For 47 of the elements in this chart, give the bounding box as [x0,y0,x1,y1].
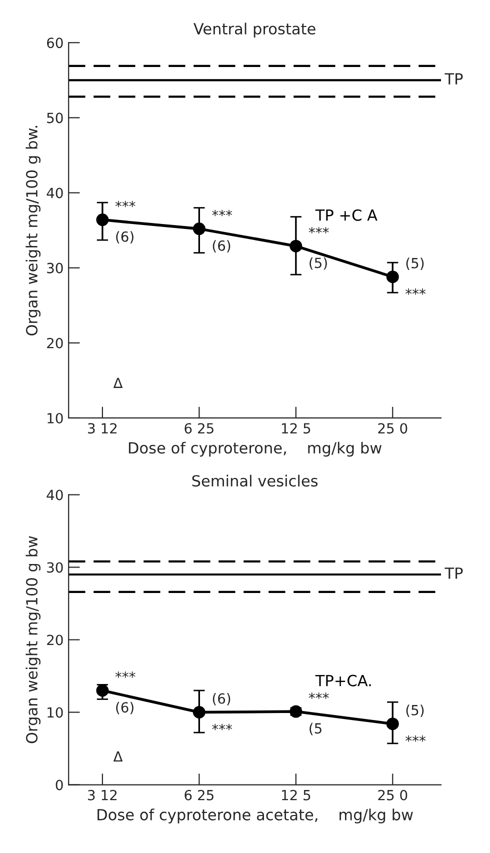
annotation: *** [308,692,329,699]
annotation: *** [406,288,426,295]
x-tick-label: 3 12 [88,423,117,434]
annotation: *** [212,724,232,730]
chart-title: Ventral prostate [194,22,316,38]
x-tick-label: 25 0 [378,790,408,800]
ref-line-label: TP [444,73,463,84]
x-tick-label: 6 25 [184,423,214,434]
x-tick-label: 12 5 [282,790,310,800]
annotation: (6) [212,693,230,706]
annotation: (5 [310,722,322,736]
x-axis-title: Dose of cyproterone, mg/kg bw [128,442,382,457]
y-tick-label: 40 [46,188,63,198]
chart-title: Seminal vesicles [192,474,318,487]
annotation: (6) [116,231,134,244]
series-label: TP +C A [315,209,378,221]
annotation: (5) [406,704,424,718]
y-tick-label: 20 [47,338,63,348]
x-tick-label: 12 5 [282,423,310,434]
y-tick-label: 10 [48,707,63,718]
y-tick-label: 20 [47,634,63,646]
annotation: *** [115,672,136,678]
y-axis-title: Organ weight mg/100 g bw [26,536,41,744]
annotation: (6) [212,240,230,253]
x-tick-label: 3 12 [88,790,117,800]
y-axis-title: Organ weight mg/100 g bw. [26,126,41,336]
x-tick-label: 25 0 [378,423,408,434]
series-label: TP+CA. [315,674,371,686]
x-axis-title: Dose of cyproterone acetate, mg/kg bw [98,808,413,824]
annotation: (5) [310,257,327,270]
ref-line-label: TP [444,568,463,579]
x-tick-label: 6 25 [184,790,214,800]
y-tick-label: 0 [56,780,63,790]
annotation: (5) [406,258,424,270]
y-tick-label: 30 [47,262,63,274]
annotation: *** [406,735,426,742]
annotation: Δ [113,751,123,762]
y-tick-label: 10 [48,412,63,424]
y-tick-label: 50 [47,112,63,124]
annotation: *** [115,200,136,208]
annotation: Δ [113,378,123,388]
y-tick-label: 60 [47,38,63,48]
annotation: *** [308,227,329,234]
y-tick-label: 40 [46,490,63,500]
annotation: *** [212,210,232,216]
y-tick-label: 30 [47,562,63,573]
annotation: (6) [116,702,134,714]
